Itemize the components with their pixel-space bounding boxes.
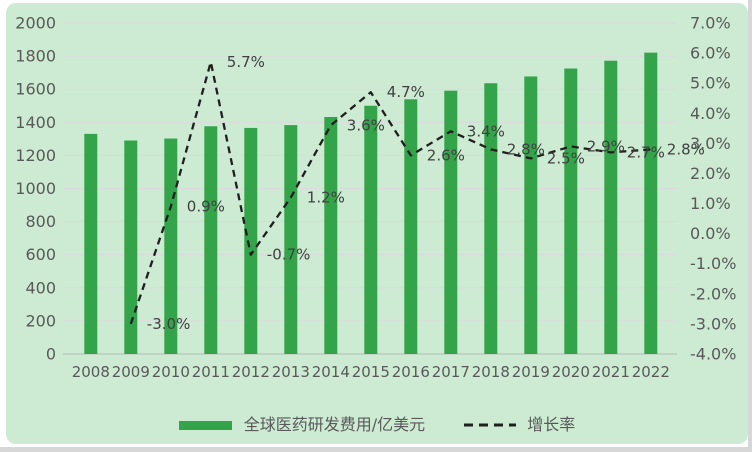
growth-rate-point-label: 3.4% bbox=[467, 122, 505, 140]
legend-item-bar-series: 全球医药研发费用/亿美元 bbox=[178, 415, 426, 434]
bar bbox=[444, 90, 458, 354]
dashed-line-swatch-icon bbox=[464, 423, 517, 427]
growth-rate-point-label: 2.8% bbox=[667, 140, 705, 158]
y-axis-right-tick-label: 0.0% bbox=[690, 224, 731, 243]
x-axis-category-label: 2014 bbox=[312, 363, 350, 381]
growth-rate-point-label: 2.8% bbox=[507, 140, 545, 158]
y-axis-left-tick-label: 400 bbox=[25, 278, 56, 297]
bar-series-label: 全球医药研发费用/亿美元 bbox=[243, 415, 426, 434]
x-axis-category-label: 2020 bbox=[552, 363, 590, 381]
y-axis-right-tick-label: 7.0% bbox=[690, 14, 731, 33]
y-axis-right-tick-label: 3.0% bbox=[690, 134, 731, 153]
screen-edge-right bbox=[748, 0, 752, 452]
y-axis-left-tick-label: 1200 bbox=[15, 146, 56, 165]
y-axis-right-tick-label: 6.0% bbox=[690, 44, 731, 63]
y-axis-right-tick-label: -3.0% bbox=[690, 314, 736, 333]
y-axis-right-tick-label: 4.0% bbox=[690, 104, 731, 123]
line-series-label: 增长率 bbox=[527, 415, 576, 434]
y-axis-left-tick-label: 1400 bbox=[15, 113, 56, 132]
x-axis-category-label: 2016 bbox=[392, 363, 430, 381]
bar bbox=[524, 76, 538, 355]
bar bbox=[564, 68, 578, 354]
bar bbox=[284, 125, 298, 355]
x-axis-category-label: 2019 bbox=[512, 363, 550, 381]
y-axis-left-tick-label: 1800 bbox=[15, 47, 56, 66]
x-axis-category-label: 2008 bbox=[72, 363, 110, 381]
y-axis-right-tick-label: 2.0% bbox=[690, 164, 731, 183]
x-axis-category-label: 2013 bbox=[272, 363, 310, 381]
y-axis-left-tick-label: 200 bbox=[25, 311, 56, 330]
bar bbox=[604, 60, 618, 354]
y-axis-left-tick-label: 0 bbox=[46, 345, 56, 364]
x-axis-category-label: 2009 bbox=[112, 363, 150, 381]
growth-rate-point-label: 2.5% bbox=[547, 149, 585, 167]
x-axis-category-label: 2015 bbox=[352, 363, 390, 381]
bar bbox=[244, 127, 258, 354]
growth-rate-point-label: 0.9% bbox=[187, 198, 225, 216]
growth-rate-point-label: 2.6% bbox=[427, 146, 465, 164]
y-axis-right-tick-label: -2.0% bbox=[690, 284, 736, 303]
growth-rate-line bbox=[129, 60, 651, 325]
y-axis-right-tick-label: -4.0% bbox=[690, 345, 736, 364]
legend-item-line-series: 增长率 bbox=[463, 417, 575, 433]
bar bbox=[364, 105, 378, 354]
growth-rate-point-label: 5.7% bbox=[227, 53, 265, 71]
growth-rate-point-label: 3.6% bbox=[347, 116, 385, 134]
bar bbox=[644, 52, 658, 354]
x-axis-category-label: 2011 bbox=[192, 363, 230, 381]
y-axis-right-tick-label: 5.0% bbox=[690, 74, 731, 93]
y-axis-left-tick-label: 1600 bbox=[15, 80, 56, 99]
screen-edge-bottom bbox=[0, 447, 752, 452]
x-axis-category-label: 2012 bbox=[232, 363, 270, 381]
chart-card: 2000 1800 1600 1400 1200 1000 800 600 400 200 0 7.0… bbox=[6, 3, 748, 444]
bar bbox=[124, 140, 138, 354]
bar bbox=[84, 133, 98, 354]
growth-rate-point-label: 2.9% bbox=[587, 137, 625, 155]
x-axis-category-label: 2021 bbox=[592, 363, 630, 381]
growth-rate-point-label: -0.7% bbox=[267, 246, 311, 264]
y-axis-left-tick-label: 1000 bbox=[15, 179, 56, 198]
bar bbox=[324, 117, 338, 354]
y-axis-left-tick-label: 800 bbox=[25, 212, 56, 231]
x-axis-category-label: 2017 bbox=[432, 363, 470, 381]
growth-rate-point-label: -3.0% bbox=[147, 315, 191, 333]
x-axis-category-label: 2010 bbox=[152, 363, 190, 381]
y-axis-right-tick-label: 1.0% bbox=[690, 194, 731, 213]
growth-rate-point-label: 4.7% bbox=[387, 83, 425, 101]
y-axis-right-tick-label: -1.0% bbox=[690, 254, 736, 273]
growth-rate-point-label: 2.7% bbox=[627, 143, 665, 161]
combo-chart-plot-area: 20001800160014001200100080060040020007.0… bbox=[15, 14, 736, 382]
y-axis-left-tick-label: 600 bbox=[25, 245, 56, 264]
x-axis-category-label: 2018 bbox=[472, 363, 510, 381]
growth-rate-point-label: 1.2% bbox=[307, 189, 345, 207]
bar-series-swatch-icon bbox=[178, 420, 232, 430]
chart-legend: 全球医药研发费用/亿美元 增长率 bbox=[6, 409, 748, 441]
y-axis-left-tick-label: 2000 bbox=[15, 14, 56, 33]
bar bbox=[204, 126, 218, 354]
x-axis-category-label: 2022 bbox=[632, 363, 670, 381]
bar bbox=[404, 99, 418, 354]
